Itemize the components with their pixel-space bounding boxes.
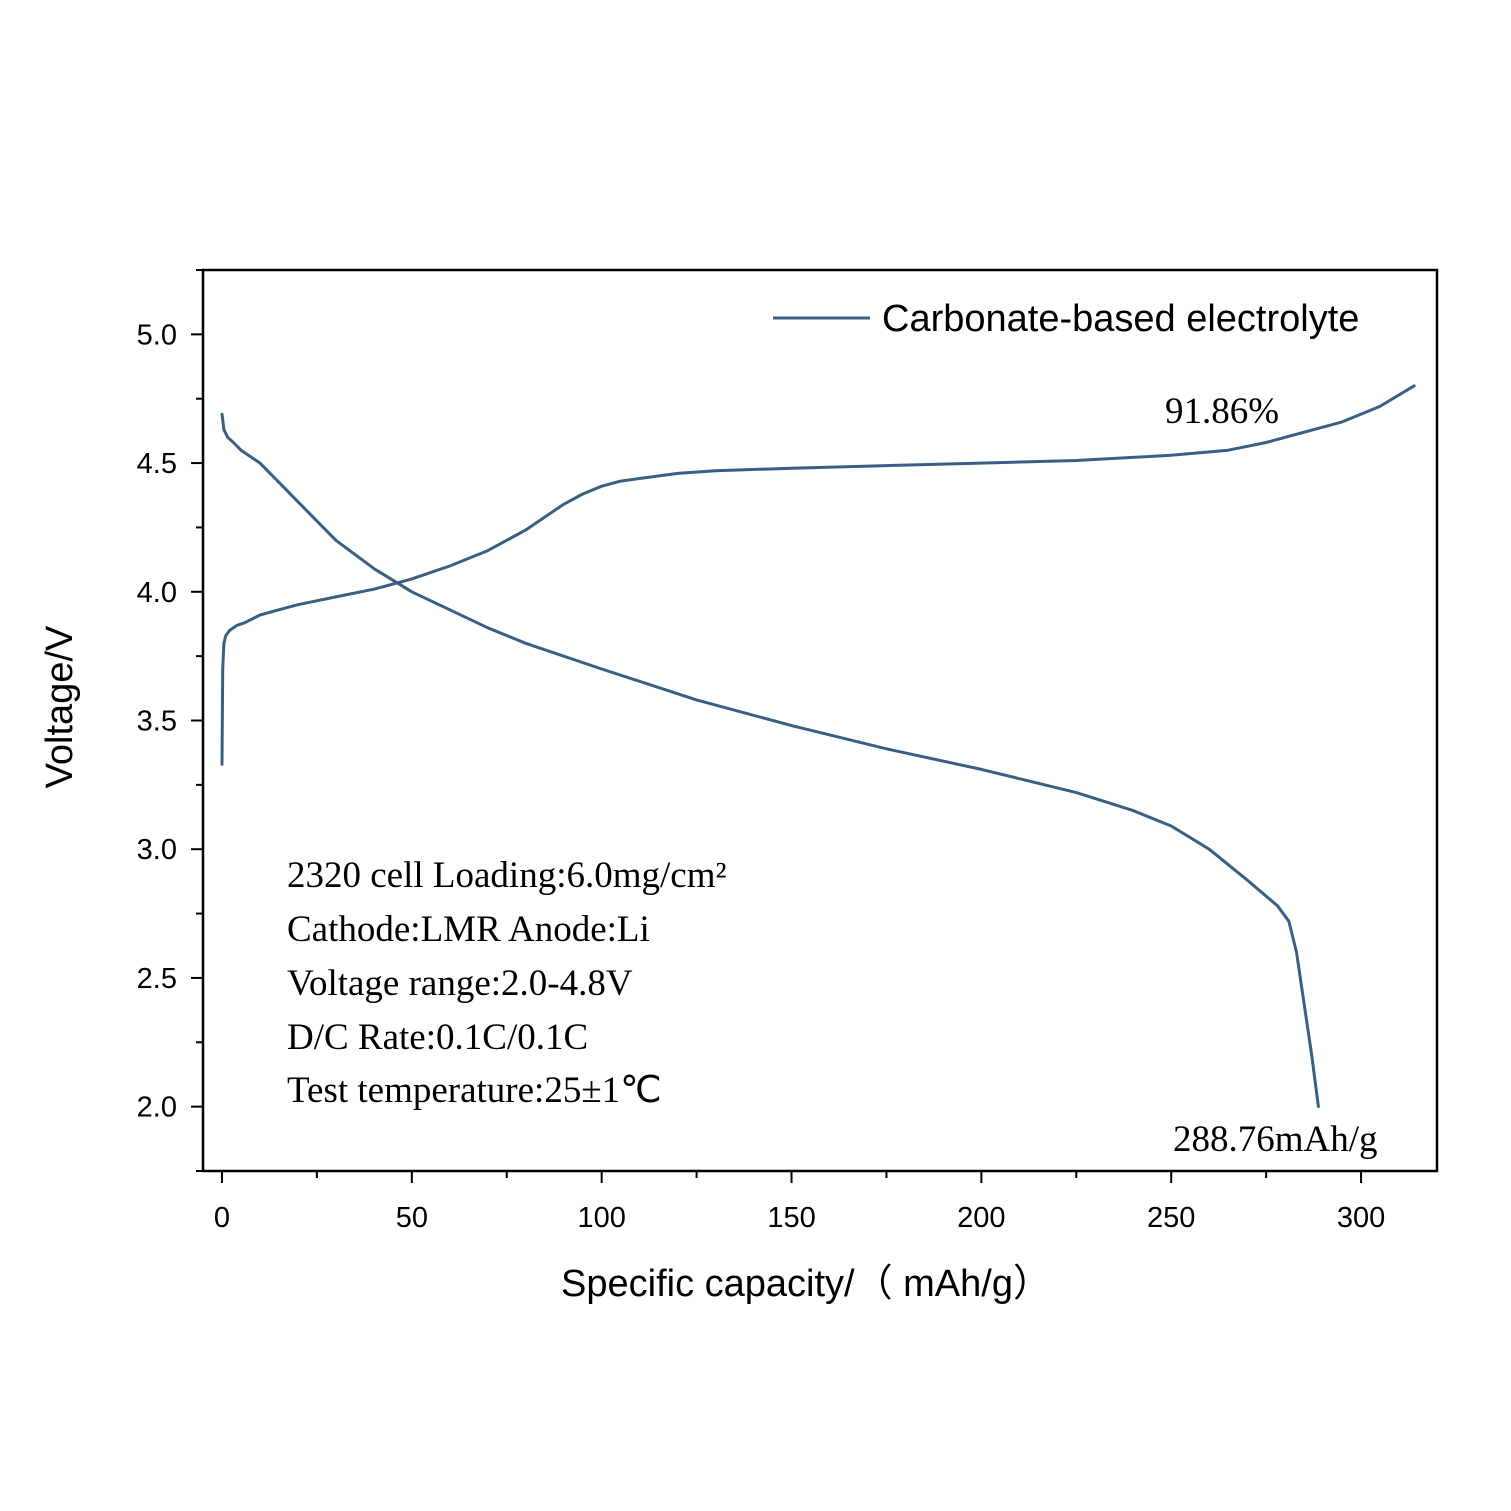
x-tick-label: 150	[767, 1202, 815, 1234]
axis-ticks	[191, 269, 1363, 1183]
condition-line-5: Test temperature:25±1℃	[287, 1070, 662, 1111]
y-axis-title: Voltage/V	[39, 625, 81, 788]
y-tick-label: 2.0	[137, 1092, 177, 1124]
condition-line-2: Cathode:LMR Anode:Li	[287, 909, 650, 950]
tick-labels: 0 50 100 150 200 250 300 2.0 2.5 3.0 3.5 4.0 4.5 5.0	[137, 319, 1386, 1234]
condition-line-3: Voltage range:2.0-4.8V	[287, 963, 633, 1004]
capacity-annotation: 288.76mAh/g	[1173, 1119, 1378, 1160]
y-tick-label: 4.5	[137, 448, 177, 480]
condition-line-1: 2320 cell Loading:6.0mg/cm²	[287, 855, 727, 896]
y-tick-label: 3.0	[137, 834, 177, 866]
x-axis-title: Specific capacity/（ mAh/g）	[561, 1263, 1051, 1305]
y-tick-label: 5.0	[137, 319, 177, 351]
y-tick-label: 2.5	[137, 963, 177, 995]
x-tick-label: 200	[957, 1202, 1005, 1234]
legend-label: Carbonate-based electrolyte	[882, 298, 1359, 340]
series-lines	[220, 384, 1416, 1109]
condition-line-4: D/C Rate:0.1C/0.1C	[287, 1017, 588, 1058]
y-tick-label: 4.0	[137, 577, 177, 609]
x-tick-label: 250	[1147, 1202, 1195, 1234]
y-tick-label: 3.5	[137, 706, 177, 738]
x-tick-label: 100	[577, 1202, 625, 1234]
discharge-curve	[220, 412, 1320, 1109]
x-tick-label: 300	[1337, 1202, 1385, 1234]
charge-curve	[220, 384, 1416, 766]
x-tick-label: 50	[396, 1202, 428, 1234]
efficiency-annotation: 91.86%	[1165, 391, 1279, 432]
x-tick-label: 0	[214, 1202, 230, 1234]
